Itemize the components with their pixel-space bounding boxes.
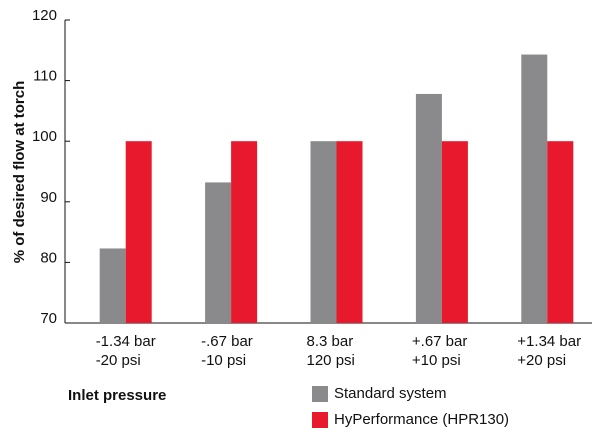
x-tick-label: -1.34 bar -20 psi (96, 333, 156, 369)
y-tick-label: 90 (40, 189, 57, 206)
legend-swatch (312, 412, 328, 428)
bar (521, 54, 548, 324)
legend-label: Standard system (334, 385, 447, 402)
bar (441, 141, 468, 323)
x-tick-label: -.67 bar -10 psi (201, 333, 253, 369)
y-tick-label: 100 (32, 128, 57, 145)
legend-label: HyPerformance (HPR130) (334, 411, 509, 428)
bar (99, 248, 126, 323)
y-axis-label: % of desired flow at torch (11, 81, 28, 264)
bar (231, 141, 258, 323)
legend-swatch (312, 386, 328, 402)
y-tick-label: 70 (40, 310, 57, 327)
bar (336, 141, 363, 323)
y-tick-label: 120 (32, 7, 57, 24)
bar (205, 182, 232, 323)
x-tick-label: 8.3 bar 120 psi (307, 333, 355, 369)
bar (310, 141, 337, 323)
x-tick-label: +1.34 bar +20 psi (517, 333, 581, 369)
y-tick-label: 110 (33, 68, 57, 85)
x-axis-label: Inlet pressure (68, 387, 166, 404)
bar (415, 93, 442, 323)
bar (547, 141, 574, 323)
y-tick-label: 80 (40, 249, 57, 266)
bar (125, 141, 152, 323)
x-tick-label: +.67 bar +10 psi (412, 333, 467, 369)
